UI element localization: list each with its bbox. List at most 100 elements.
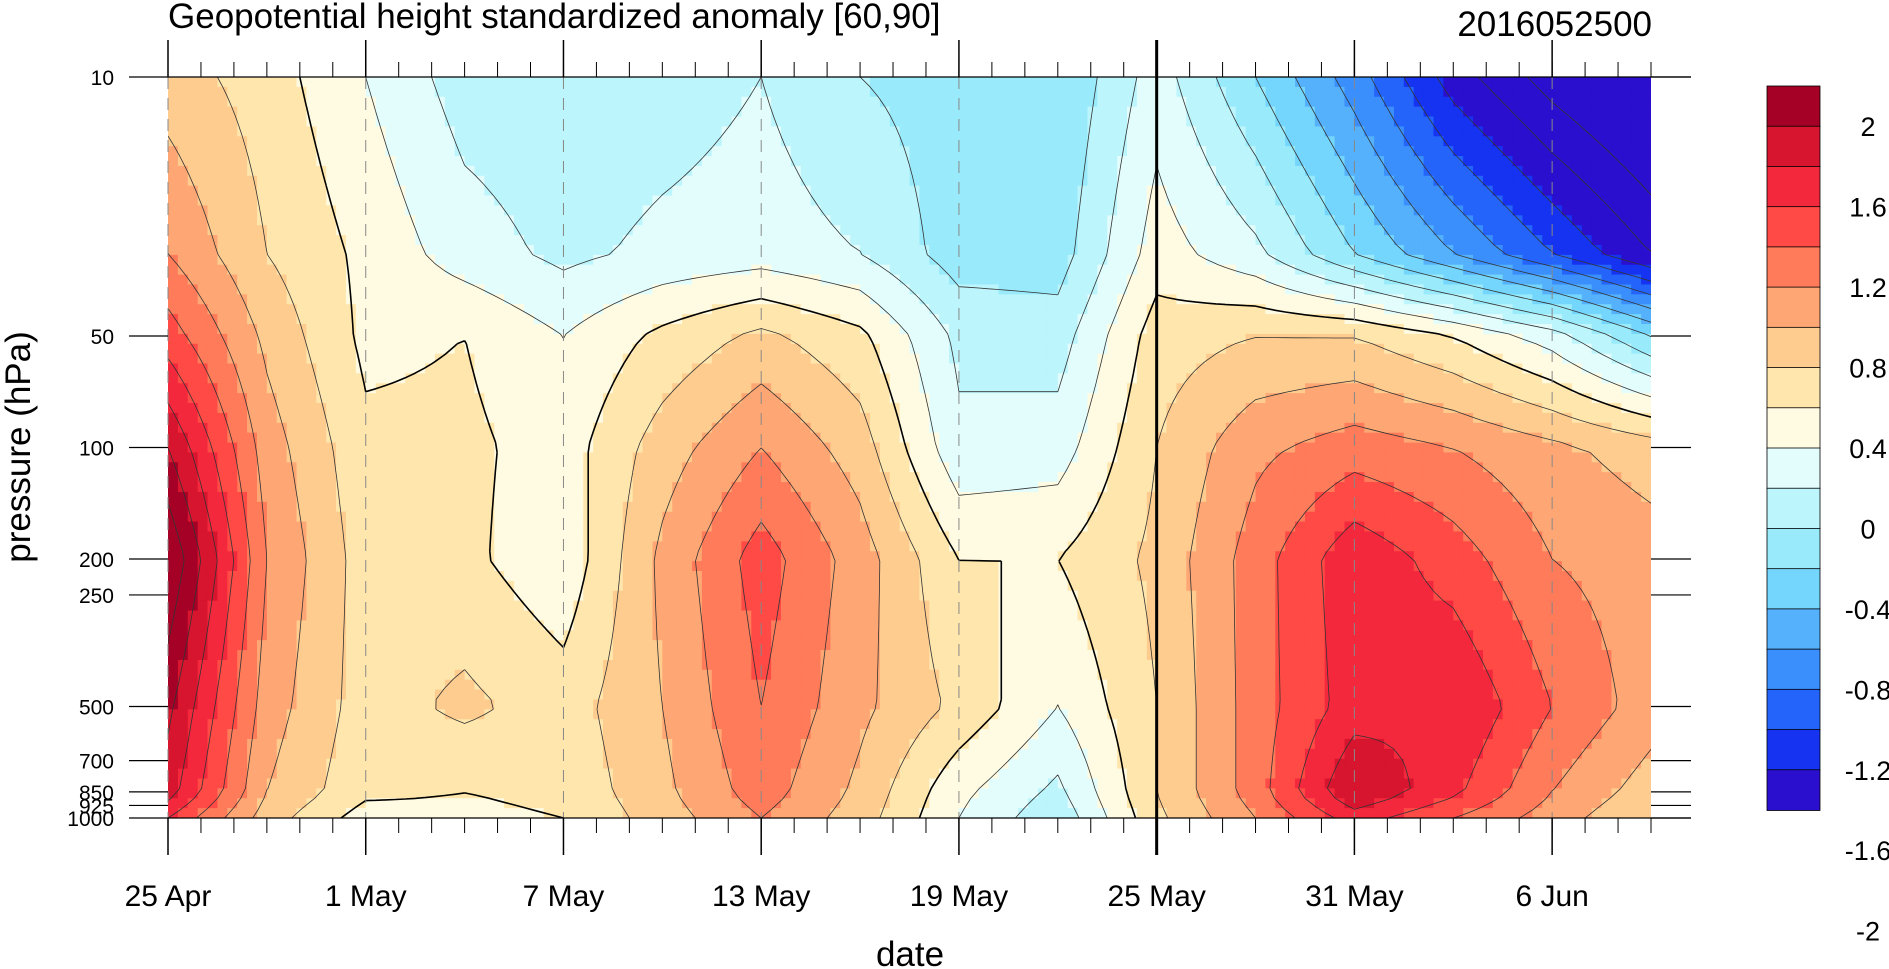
- contour-cell: [1502, 156, 1514, 167]
- contour-cell: [355, 185, 367, 197]
- contour-cell: [939, 106, 950, 118]
- contour-cell: [840, 304, 851, 315]
- contour-cell: [1611, 264, 1623, 276]
- contour-cell: [187, 116, 199, 128]
- contour-cell: [336, 343, 347, 355]
- contour-cell: [1265, 284, 1277, 296]
- contour-cell: [1641, 215, 1651, 226]
- contour-cell: [1176, 324, 1188, 335]
- contour-cell: [919, 235, 930, 246]
- contour-cell: [1186, 195, 1197, 207]
- contour-cell: [1413, 136, 1425, 147]
- contour-cell: [1047, 393, 1059, 404]
- contour-cell: [958, 185, 970, 197]
- contour-cell: [1581, 136, 1593, 147]
- contour-cell: [1423, 264, 1435, 276]
- contour-cell: [1067, 274, 1079, 286]
- contour-cell: [1492, 274, 1504, 286]
- contour-cell: [998, 77, 1010, 88]
- contour-cell: [543, 195, 555, 207]
- contour-cell: [662, 175, 673, 187]
- contour-cell: [187, 363, 199, 375]
- contour-cell: [731, 205, 743, 217]
- contour-cell: [504, 136, 515, 147]
- contour-cell: [1146, 185, 1158, 197]
- contour-cell: [326, 185, 337, 197]
- contour-cell: [1502, 146, 1514, 157]
- contour-cell: [454, 86, 466, 98]
- contour-cell: [385, 235, 397, 246]
- contour-cell: [1265, 235, 1277, 246]
- contour-cell: [336, 383, 347, 394]
- contour-cell: [1423, 333, 1435, 345]
- contour-cell: [1344, 146, 1356, 157]
- contour-cell: [998, 235, 1010, 246]
- contour-cell: [237, 106, 248, 118]
- contour-cell: [1186, 126, 1197, 137]
- contour-cell: [1344, 264, 1356, 276]
- contour-cell: [1334, 205, 1346, 217]
- contour-cell: [1038, 215, 1049, 226]
- contour-cell: [1166, 225, 1178, 236]
- contour-cell: [612, 363, 624, 375]
- contour-cell: [1581, 264, 1593, 276]
- contour-cell: [494, 116, 505, 128]
- contour-cell: [1186, 363, 1197, 375]
- contour-cell: [1275, 363, 1286, 375]
- contour-cell: [1344, 244, 1356, 256]
- contour-cell: [1097, 175, 1108, 187]
- contour-cell: [840, 363, 851, 375]
- contour-cell: [1502, 175, 1514, 187]
- contour-cell: [652, 116, 664, 128]
- contour-cell: [978, 235, 990, 246]
- contour-cell: [504, 304, 515, 315]
- contour-cell: [1028, 393, 1039, 404]
- contour-cell: [1463, 77, 1474, 88]
- contour-cell: [1562, 136, 1573, 147]
- contour-cell: [1433, 185, 1445, 197]
- contour-cell: [514, 264, 525, 276]
- contour-cell: [780, 136, 792, 147]
- contour-cell: [682, 393, 693, 404]
- contour-cell: [622, 304, 634, 315]
- contour-cell: [830, 136, 841, 147]
- contour-cell: [1038, 146, 1049, 157]
- contour-cell: [425, 77, 436, 88]
- contour-cell: [553, 225, 565, 236]
- contour-cell: [256, 175, 268, 187]
- contour-cell: [830, 195, 841, 207]
- contour-cell: [1166, 284, 1178, 296]
- contour-cell: [672, 314, 683, 325]
- contour-cell: [741, 373, 753, 384]
- contour-cell: [751, 146, 762, 157]
- contour-cell: [1433, 136, 1445, 147]
- contour-cell: [1522, 205, 1534, 217]
- contour-cell: [1156, 393, 1168, 404]
- contour-cell: [276, 86, 288, 98]
- contour-cell: [741, 353, 753, 365]
- contour-cell: [365, 195, 377, 207]
- contour-cell: [1532, 294, 1543, 305]
- contour-cell: [1275, 175, 1286, 187]
- contour-cell: [1532, 284, 1543, 296]
- contour-cell: [1285, 96, 1296, 108]
- contour-cell: [889, 284, 901, 296]
- contour-cell: [1374, 363, 1385, 375]
- contour-cell: [1324, 324, 1336, 335]
- contour-cell: [286, 403, 298, 414]
- contour-cell: [276, 126, 288, 137]
- contour-cell: [533, 175, 545, 187]
- contour-cell: [1077, 383, 1089, 394]
- contour-cell: [444, 254, 456, 266]
- contour-cell: [1067, 185, 1079, 197]
- contour-cell: [711, 274, 723, 286]
- contour-cell: [1038, 136, 1049, 147]
- contour-cell: [662, 314, 673, 325]
- contour-cell: [217, 264, 229, 276]
- contour-cell: [434, 175, 446, 187]
- contour-cell: [1087, 333, 1099, 345]
- contour-cell: [1265, 77, 1277, 88]
- contour-cell: [860, 304, 871, 315]
- contour-cell: [247, 383, 258, 394]
- contour-cell: [1186, 284, 1197, 296]
